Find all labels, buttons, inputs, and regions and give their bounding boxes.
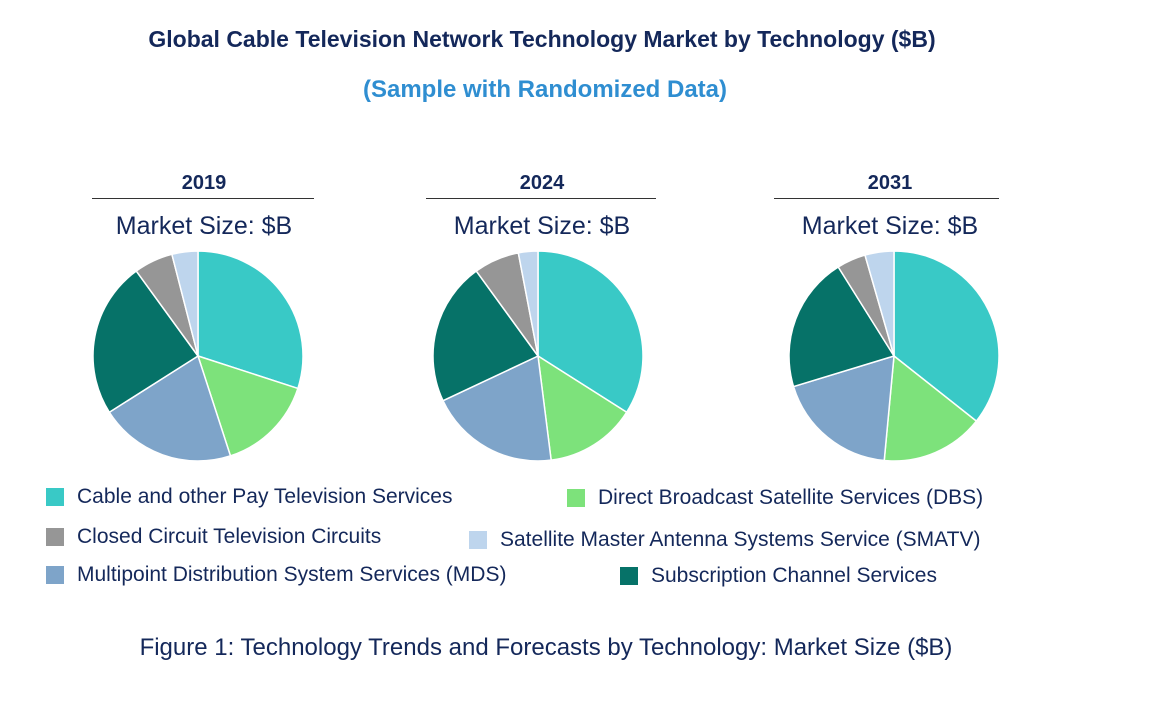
pie-slice-2019-subscription xyxy=(92,270,200,414)
pie-year-label: 2024 xyxy=(519,172,565,194)
year-underline xyxy=(92,198,314,199)
legend-item-subscription: Subscription Channel Services xyxy=(620,564,937,588)
legend-item-cable-pay-tv: Cable and other Pay Television Services xyxy=(46,485,453,509)
pie-2019: 2019 Market Size: $B xyxy=(84,168,324,468)
legend-label: Closed Circuit Television Circuits xyxy=(77,525,382,548)
legend-label: Subscription Channel Services xyxy=(651,564,937,587)
pie-slice-2019-smatv xyxy=(170,250,199,357)
pie-slice-2019-cable-pay-tv xyxy=(197,250,304,390)
pie-slice-2031-subscription xyxy=(788,265,896,388)
legend-label: Cable and other Pay Television Services xyxy=(77,485,453,508)
pie-slice-2024-smatv xyxy=(517,250,539,357)
chart-subtitle: (Sample with Randomized Data) xyxy=(362,76,728,103)
legend-label: Multipoint Distribution System Services … xyxy=(77,563,507,586)
chart-title: Global Cable Television Network Technolo… xyxy=(148,26,936,52)
figure-caption: Figure 1: Technology Trends and Forecast… xyxy=(139,634,953,661)
pie-slice-2031-cable-pay-tv xyxy=(893,250,1000,423)
legend-swatch xyxy=(469,531,487,549)
pie-chart-2031 xyxy=(788,250,1000,462)
pie-slice-2024-dbs xyxy=(537,354,628,462)
legend-item-mds: Multipoint Distribution System Services … xyxy=(46,563,506,587)
legend-label: Direct Broadcast Satellite Services (DBS… xyxy=(598,486,984,509)
pie-slice-2024-mds xyxy=(441,354,552,462)
pie-slice-2031-mds xyxy=(792,354,895,462)
year-underline xyxy=(774,198,999,199)
pie-slice-2024-subscription xyxy=(432,270,540,402)
legend-item-dbs: Direct Broadcast Satellite Services (DBS… xyxy=(567,486,983,510)
legend-swatch xyxy=(46,528,64,546)
pie-2031: 2031 Market Size: $B xyxy=(770,168,1010,468)
legend-label: Satellite Master Antenna Systems Service… xyxy=(500,528,981,551)
pie-2024: 2024 Market Size: $B xyxy=(422,168,662,468)
pie-year-label: 2031 xyxy=(867,172,913,194)
pie-chart-2024 xyxy=(432,250,644,462)
legend-swatch xyxy=(567,489,585,507)
market-size-label: Market Size: $B xyxy=(801,212,979,240)
market-size-label: Market Size: $B xyxy=(453,212,631,240)
legend-item-smatv: Satellite Master Antenna Systems Service… xyxy=(469,528,980,552)
legend-item-cctv: Closed Circuit Television Circuits xyxy=(46,525,381,549)
pie-chart-2019 xyxy=(92,250,304,462)
legend-swatch xyxy=(620,567,638,585)
pie-slice-2031-smatv xyxy=(864,250,895,357)
legend-swatch xyxy=(46,488,64,506)
pie-slice-2031-dbs xyxy=(883,354,978,462)
pie-year-label: 2019 xyxy=(181,172,227,194)
legend-swatch xyxy=(46,566,64,584)
year-underline xyxy=(426,198,656,199)
pie-slice-2019-mds xyxy=(108,354,232,462)
market-size-label: Market Size: $B xyxy=(115,212,293,240)
